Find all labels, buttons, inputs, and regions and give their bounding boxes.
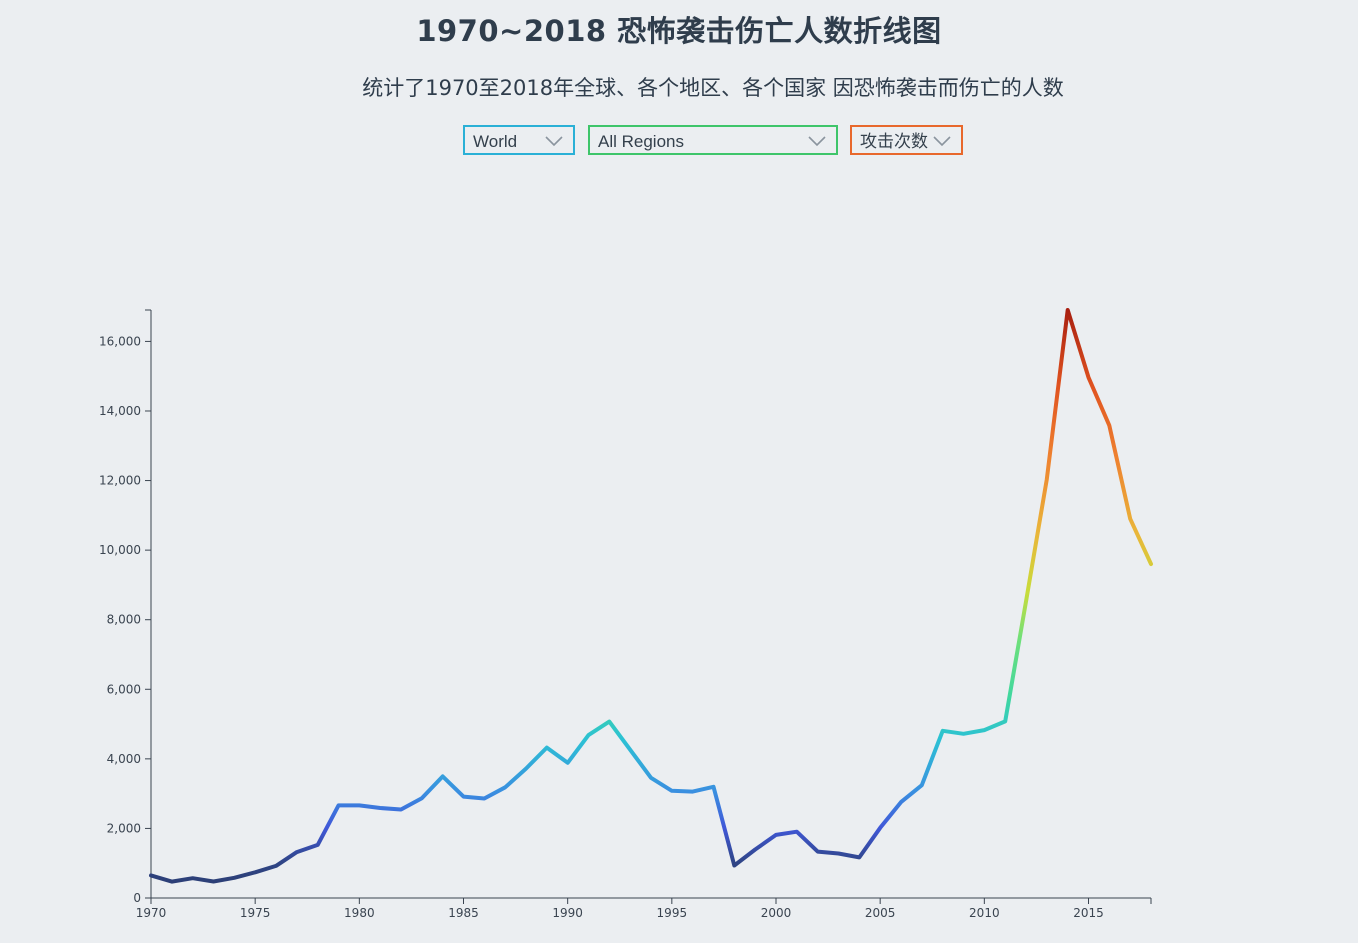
filter-controls: World All Regions 攻击次数 xyxy=(0,125,1358,159)
country-select[interactable]: World xyxy=(463,125,575,155)
data-point xyxy=(399,808,403,812)
data-point xyxy=(232,876,236,880)
data-point xyxy=(1003,719,1007,723)
x-tick-label: 1990 xyxy=(552,906,583,920)
region-select[interactable]: All Regions xyxy=(588,125,838,155)
data-point xyxy=(795,830,799,834)
data-point xyxy=(816,850,820,854)
data-point xyxy=(212,880,216,884)
data-point xyxy=(1107,423,1111,427)
data-point xyxy=(545,746,549,750)
x-tick-label: 1980 xyxy=(344,906,375,920)
data-point xyxy=(170,880,174,884)
data-point xyxy=(1128,517,1132,521)
y-tick-label: 10,000 xyxy=(99,543,141,557)
x-tick-label: 1970 xyxy=(136,906,167,920)
data-point xyxy=(149,873,153,877)
metric-select[interactable]: 攻击次数 xyxy=(850,125,963,155)
y-tick-label: 6,000 xyxy=(107,682,141,696)
data-point xyxy=(982,728,986,732)
data-point xyxy=(941,729,945,733)
data-point xyxy=(649,776,653,780)
chevron-down-icon xyxy=(933,136,951,147)
data-point xyxy=(378,806,382,810)
data-point xyxy=(962,732,966,736)
data-point xyxy=(420,796,424,800)
y-tick-label: 16,000 xyxy=(99,334,141,348)
data-point xyxy=(566,761,570,765)
chart-axes: 0 2,000 4,000 6,000 8,000 10,000 12,000 14,000 1… xyxy=(99,309,1152,920)
data-point xyxy=(920,783,924,787)
data-point xyxy=(670,789,674,793)
page-title: 1970~2018 恐怖袭击伤亡人数折线图 xyxy=(416,14,942,48)
series-line xyxy=(149,308,1153,884)
metric-select-value: 攻击次数 xyxy=(860,132,928,151)
data-point xyxy=(462,795,466,799)
x-tick-label: 2010 xyxy=(969,906,1000,920)
data-point xyxy=(837,852,841,856)
chart-series xyxy=(149,308,1153,884)
data-point xyxy=(1045,477,1049,481)
x-tick-label: 1995 xyxy=(657,906,688,920)
data-point xyxy=(274,864,278,868)
data-point xyxy=(857,855,861,859)
x-tick-label: 1975 xyxy=(240,906,271,920)
data-point xyxy=(191,876,195,880)
y-tick-label: 2,000 xyxy=(107,821,141,835)
data-point xyxy=(1087,375,1091,379)
x-tick-label: 1985 xyxy=(448,906,479,920)
data-point xyxy=(503,785,507,789)
data-point xyxy=(753,847,757,851)
data-point xyxy=(524,767,528,771)
data-point xyxy=(587,733,591,737)
data-point xyxy=(607,720,611,724)
x-tick-label: 2005 xyxy=(865,906,896,920)
page-subtitle: 统计了1970至2018年全球、各个地区、各个国家 因恐怖袭击而伤亡的人数 xyxy=(362,76,1064,100)
data-point xyxy=(774,833,778,837)
data-point xyxy=(357,803,361,807)
x-tick-label: 2000 xyxy=(761,906,792,920)
data-point xyxy=(712,785,716,789)
data-point xyxy=(295,850,299,854)
data-point xyxy=(1149,562,1153,566)
data-point xyxy=(691,790,695,794)
data-point xyxy=(337,803,341,807)
data-point xyxy=(899,800,903,804)
region-select-value: All Regions xyxy=(598,132,684,151)
x-tick-label: 2015 xyxy=(1073,906,1104,920)
data-point xyxy=(482,797,486,801)
chevron-down-icon xyxy=(808,136,826,147)
data-point xyxy=(441,774,445,778)
data-point xyxy=(1024,600,1028,604)
data-point xyxy=(316,843,320,847)
y-tick-label: 14,000 xyxy=(99,404,141,418)
y-tick-label: 12,000 xyxy=(99,474,141,488)
data-point xyxy=(878,826,882,830)
y-tick-label: 8,000 xyxy=(107,613,141,627)
data-point xyxy=(253,870,257,874)
y-tick-label: 4,000 xyxy=(107,752,141,766)
y-tick-label: 0 xyxy=(133,891,141,905)
data-point xyxy=(732,864,736,868)
data-point xyxy=(1066,308,1070,312)
country-select-value: World xyxy=(473,132,518,151)
chevron-down-icon xyxy=(545,136,563,147)
